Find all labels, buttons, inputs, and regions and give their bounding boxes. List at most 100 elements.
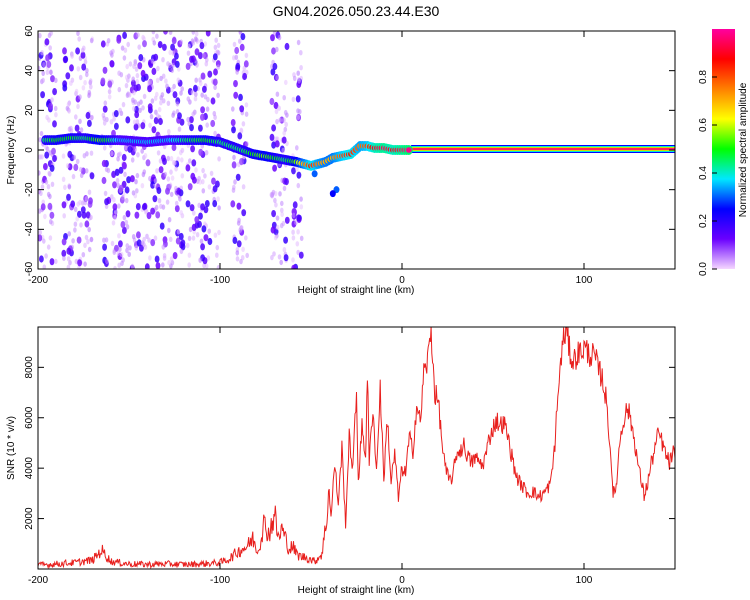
spectrogram-noise-cell: [124, 219, 129, 226]
spectrogram-noise-cell: [162, 157, 167, 165]
spectrogram-noise-cell: [113, 110, 119, 118]
spectrogram-noise-cell: [82, 153, 87, 159]
spectrogram-noise-cell: [169, 191, 174, 198]
spectrogram-ylabel: Frequency (Hz): [6, 116, 17, 185]
spectrogram-noise-cell: [171, 112, 175, 118]
spectrogram-noise-cell: [269, 133, 275, 141]
spectrogram-noise-cell: [66, 247, 72, 255]
spectrogram-noise-cell: [201, 225, 207, 233]
spectrogram-noise-cell: [62, 84, 68, 92]
colorbar-ticks: 0.0 0.2 0.4 0.6 0.8: [698, 70, 717, 276]
spectrogram-noise-cell: [294, 219, 298, 226]
spectrogram-noise-cell: [103, 190, 108, 197]
spectrogram-noise-cell: [197, 202, 201, 208]
spectrogram-noise-cell: [292, 201, 298, 209]
spectrogram-noise-cell: [115, 177, 120, 184]
spectrogram-noise-cell: [234, 54, 239, 60]
spectrogram-noise-cell: [110, 52, 114, 58]
spectrogram-y-tick-label: 20: [24, 104, 35, 116]
spectrogram-noise-cell: [61, 249, 67, 257]
spectrogram-noise-cell: [140, 69, 146, 78]
spectrogram-noise-cell: [179, 248, 184, 255]
spectrogram-noise-cell: [299, 235, 304, 241]
spectrogram-noise-cell: [296, 229, 300, 235]
spectrogram-noise-cell: [77, 210, 82, 218]
spectrogram-noise-cell: [178, 232, 184, 241]
spectrogram-noise-cell: [165, 187, 170, 195]
spectrogram-noise-cell: [232, 236, 238, 244]
spectrogram-noise-cell: [291, 96, 296, 103]
spectrogram-noise-cell: [151, 67, 157, 75]
snr-y-tick-label: 2000: [24, 507, 35, 530]
spectrogram-noise-cell: [84, 168, 89, 174]
spectrogram-noise-cell: [216, 265, 221, 269]
snr-y-tick-label: 6000: [24, 406, 35, 429]
spectrogram-y-tick-label: -20: [24, 182, 35, 197]
spectrogram-noise-cell: [136, 32, 140, 38]
colorbar-tick-label: 0.4: [698, 166, 709, 180]
spectrogram-noise-cell: [112, 181, 117, 189]
spectrogram-noise-cell: [212, 78, 218, 86]
spectrogram-noise-cell: [118, 246, 122, 252]
spectrogram-noise-cell: [38, 32, 42, 39]
spectrogram-noise-cell: [201, 188, 206, 194]
colorbar-gradient: [712, 29, 735, 269]
spectrogram-noise-cell: [38, 234, 43, 242]
spectrogram-noise-cell: [122, 31, 127, 39]
spectrogram-noise-cell: [42, 61, 46, 68]
spectrogram-noise-cell: [86, 239, 90, 245]
spectrogram-noise-cell: [101, 176, 107, 185]
spectrogram-noise-cell: [203, 41, 208, 47]
spectrogram-noise-cell: [150, 207, 156, 215]
spectrogram-noise-cell: [231, 187, 236, 193]
spectrogram-noise-cell: [295, 241, 300, 247]
spectrogram-noise-cell: [191, 31, 196, 35]
spectrogram-noise-cell: [277, 254, 282, 260]
spectrogram-noise-cell: [39, 255, 44, 263]
spectrogram-noise-cell: [158, 117, 163, 126]
spectrogram-noise-cell: [235, 250, 240, 256]
spectrogram-noise-cell: [212, 110, 217, 117]
spectrogram-noise-cell: [270, 254, 274, 261]
spectrogram-noise-cell: [142, 241, 146, 248]
spectrogram-x-tick-label: 100: [576, 275, 593, 286]
spectrogram-noise-cell: [127, 73, 131, 79]
spectrogram-noise-cell: [46, 191, 51, 198]
spectrogram-noise-cell: [188, 226, 193, 233]
spectrogram-noise-cell: [216, 196, 220, 202]
spectrogram-noise-cell: [120, 45, 125, 51]
spectrogram-noise-cell: [141, 34, 145, 41]
spectrogram-noise-cell: [187, 235, 192, 242]
spectrogram-noise-cell: [84, 220, 90, 228]
spectrogram-noise-cell: [133, 84, 139, 92]
spectrogram-noise-cell: [126, 41, 130, 48]
spectrogram-noise-cell: [83, 261, 87, 267]
spectrogram-noise-cell: [140, 148, 144, 154]
spectrogram-noise-cell: [164, 78, 168, 84]
spectrogram-noise-cell: [273, 101, 279, 110]
spectrogram-noise-cell: [38, 137, 42, 143]
spectrogram-noise-cell: [176, 229, 181, 235]
spectrogram-noise-cell: [282, 185, 287, 192]
spectrogram-noise-cell: [207, 70, 213, 78]
spectrogram-noise-cell: [118, 184, 124, 192]
spectrogram-noise-cell: [61, 201, 67, 209]
spectrogram-noise-cell: [180, 173, 185, 179]
spectrogram-noise-cell: [88, 78, 93, 84]
spectrogram-noise-cell: [114, 168, 120, 176]
spectrogram-noise-cell: [283, 109, 288, 116]
spectrogram-noise-cell: [47, 32, 52, 39]
spectrogram-noise-cell: [106, 38, 111, 44]
spectrogram-noise-cell: [238, 38, 242, 44]
spectrogram-noise-cell: [185, 62, 191, 70]
spectrogram-noise-cell: [207, 237, 213, 246]
spectrogram-x-tick-label: -100: [210, 275, 230, 286]
spectrogram-noise-cell: [65, 72, 71, 80]
spectrogram-noise-cell: [76, 66, 81, 72]
spectrogram-noise-cell: [270, 226, 276, 234]
spectrogram-noise-cell: [80, 206, 86, 214]
spectrogram-noise-cell: [282, 247, 287, 253]
spectrogram-noise-cell: [185, 164, 191, 172]
spectrogram-noise-cell: [67, 184, 72, 190]
